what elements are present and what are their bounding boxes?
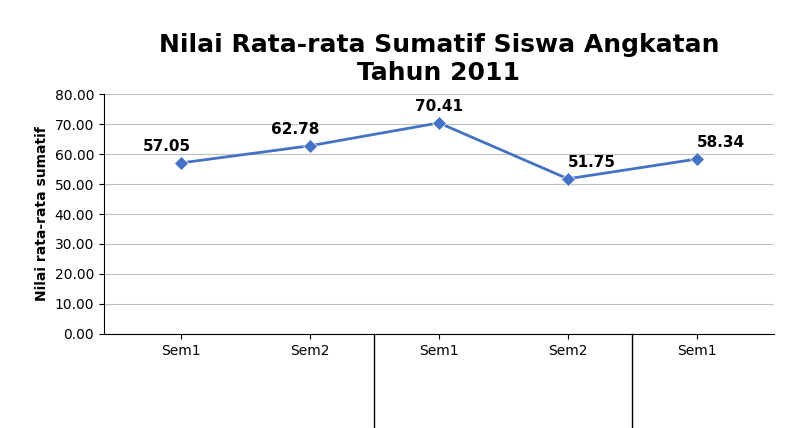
Text: 51.75: 51.75 bbox=[568, 155, 616, 170]
Text: 62.78: 62.78 bbox=[271, 122, 320, 137]
Y-axis label: Nilai rata-rata sumatif: Nilai rata-rata sumatif bbox=[35, 127, 49, 301]
Text: 57.05: 57.05 bbox=[142, 139, 191, 154]
Title: Nilai Rata-rata Sumatif Siswa Angkatan
Tahun 2011: Nilai Rata-rata Sumatif Siswa Angkatan T… bbox=[159, 33, 719, 85]
Text: 70.41: 70.41 bbox=[415, 99, 463, 114]
Text: 58.34: 58.34 bbox=[697, 135, 745, 150]
